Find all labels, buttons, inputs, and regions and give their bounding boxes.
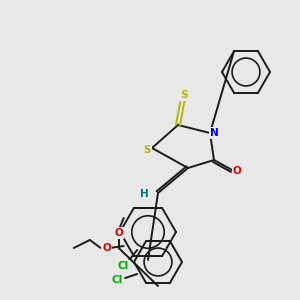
Text: S: S — [180, 90, 188, 100]
Text: H: H — [140, 189, 148, 199]
Text: O: O — [232, 166, 242, 176]
Text: S: S — [143, 145, 151, 155]
Text: Cl: Cl — [112, 275, 123, 285]
Text: O: O — [114, 228, 123, 238]
Text: O: O — [102, 243, 111, 253]
Text: N: N — [210, 128, 218, 138]
Text: Cl: Cl — [118, 261, 129, 271]
